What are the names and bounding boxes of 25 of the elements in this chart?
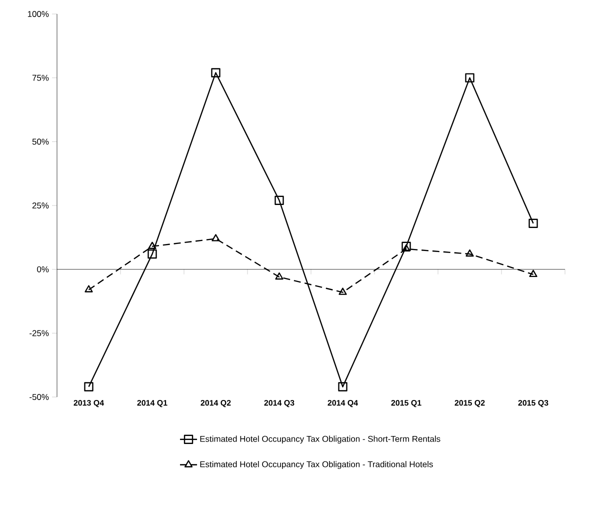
y-tick-label: 25%	[32, 202, 49, 208]
y-tick-label: -25%	[30, 330, 49, 336]
point	[466, 249, 474, 257]
point	[402, 244, 410, 252]
point	[465, 73, 474, 82]
point	[148, 249, 157, 259]
point	[84, 285, 93, 292]
point	[211, 68, 220, 78]
point	[338, 288, 347, 295]
y-tick-label: 75%	[32, 74, 49, 81]
y-tick-label: 100%	[28, 11, 49, 17]
point	[275, 272, 284, 280]
legend-label: Estimated Hotel Occupancy Tax Obligation - Traditional Hotels	[200, 461, 433, 469]
point	[212, 234, 220, 242]
point	[529, 270, 538, 278]
legend-label: Estimated Hotel Occupancy Tax Obligation - Short-Term Rentals	[200, 436, 440, 444]
point	[528, 218, 538, 228]
point	[274, 196, 284, 205]
y-tick-label: 50%	[32, 138, 49, 145]
y-tick-label: 0%	[37, 266, 49, 272]
point	[84, 382, 94, 392]
point	[338, 382, 348, 392]
point	[402, 242, 411, 251]
y-tick-label: -50%	[30, 394, 49, 400]
point	[148, 242, 156, 249]
